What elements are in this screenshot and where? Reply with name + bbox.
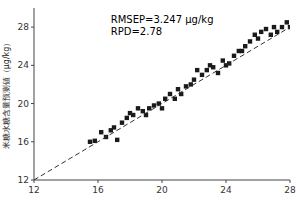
x-tick — [290, 180, 291, 183]
scatter-point — [243, 44, 247, 48]
scatter-point — [195, 68, 199, 72]
scatter-point — [125, 116, 129, 120]
scatter-point — [205, 68, 209, 72]
scatter-point — [99, 130, 103, 134]
scatter-point — [285, 20, 289, 24]
reference-line — [34, 8, 290, 180]
scatter-point — [192, 77, 196, 81]
x-tick — [162, 180, 163, 183]
x-tick-label: 16 — [92, 185, 104, 195]
x-tick — [226, 180, 227, 183]
scatter-point — [160, 106, 164, 110]
scatter-point — [264, 27, 268, 31]
scatter-point — [131, 113, 135, 117]
scatter-point — [259, 30, 263, 34]
scatter-point — [112, 125, 116, 129]
y-tick-label: 16 — [18, 137, 30, 147]
y-tick — [31, 103, 34, 104]
scatter-point — [168, 92, 172, 96]
scatter-point — [176, 87, 180, 91]
y-tick — [31, 180, 34, 181]
scatter-point — [248, 39, 252, 43]
y-axis — [34, 8, 35, 180]
scatter-point — [253, 33, 257, 37]
annotation: RMSEP=3.247 μg/kg — [111, 14, 214, 25]
scatter-point — [115, 138, 119, 142]
annotation: RPD=2.78 — [111, 26, 162, 37]
scatter-point — [272, 25, 276, 29]
x-tick — [98, 180, 99, 183]
x-tick-label: 24 — [220, 185, 232, 195]
scatter-point — [280, 25, 284, 29]
scatter-point — [269, 33, 273, 37]
scatter-point — [256, 36, 260, 40]
y-tick — [31, 141, 34, 142]
y-tick-label: 24 — [18, 60, 30, 70]
scatter-point — [136, 106, 140, 110]
y-axis-label: 米糖水糖含量预测値（μg/kg） — [2, 39, 11, 150]
scatter-point — [200, 73, 204, 77]
scatter-point — [120, 120, 124, 124]
scatter-point — [232, 54, 236, 58]
scatter-point — [221, 58, 225, 62]
x-tick-label: 20 — [156, 185, 168, 195]
y-tick-label: 12 — [18, 175, 29, 185]
x-tick-label: 28 — [284, 185, 296, 195]
y-tick-label: 20 — [18, 99, 30, 109]
x-tick-label: 12 — [28, 185, 39, 195]
y-tick — [31, 65, 34, 66]
plot-area — [34, 8, 290, 180]
scatter-point — [88, 140, 92, 144]
scatter-point — [152, 103, 156, 107]
y-tick — [31, 27, 34, 28]
scatter-point — [141, 109, 145, 113]
y-tick-label: 28 — [18, 22, 30, 32]
scatter-point — [211, 65, 215, 69]
scatter-point — [240, 49, 244, 53]
scatter-point — [275, 30, 279, 34]
chart: 12 16 20 24 28 12 16 20 24 28 米糖水糖含量预测値（μg/kg） RMSE… — [0, 0, 300, 200]
